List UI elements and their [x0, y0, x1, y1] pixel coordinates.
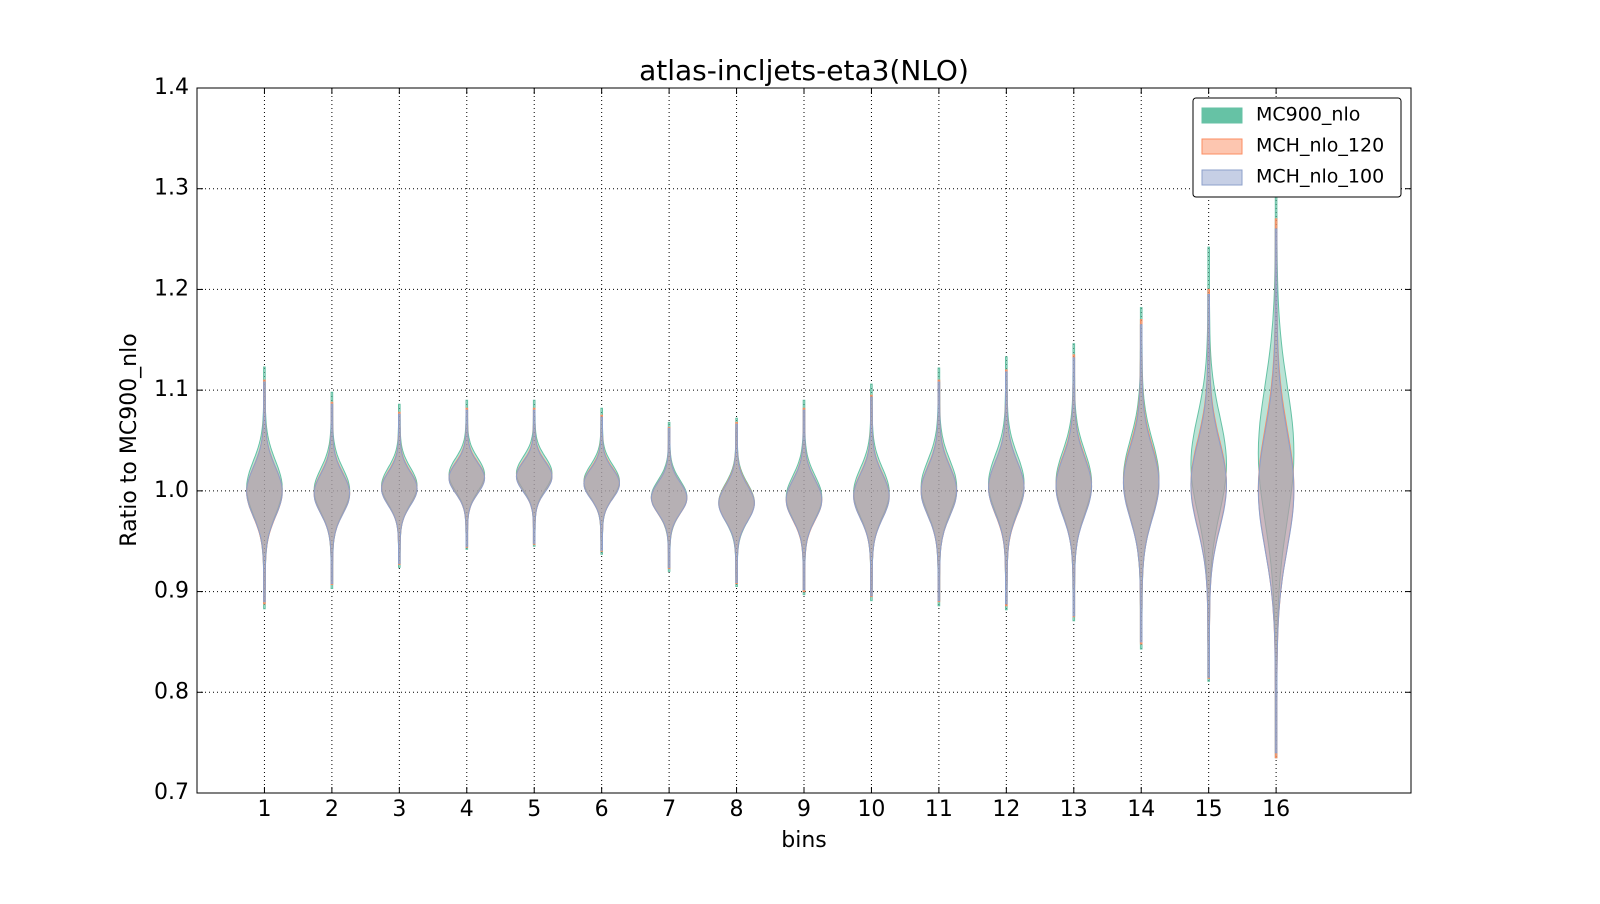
violin [1257, 228, 1295, 754]
y-tick-label: 0.9 [154, 579, 189, 604]
x-tick-label: 7 [662, 797, 676, 822]
chart-title: atlas-incljets-eta3(NLO) [639, 54, 969, 87]
violin [987, 371, 1025, 605]
plot-frame [196, 87, 1412, 794]
violin [1190, 294, 1228, 678]
x-tick-label: 4 [460, 797, 474, 822]
x-tick-label: 14 [1127, 797, 1155, 822]
violin [380, 413, 418, 564]
y-tick-label: 0.8 [154, 679, 189, 704]
y-tick-label: 0.7 [154, 780, 189, 805]
legend-box [1192, 97, 1402, 198]
x-tick-label: 6 [595, 797, 609, 822]
x-tick-label: 9 [797, 797, 811, 822]
violin [515, 409, 553, 544]
x-tick-label: 2 [325, 797, 339, 822]
x-tick-label: 10 [857, 797, 885, 822]
legend-label: MCH_nlo_120 [1256, 135, 1384, 157]
violin [583, 416, 621, 551]
x-tick-label: 16 [1262, 797, 1290, 822]
x-tick-label: 8 [730, 797, 744, 822]
legend-swatch [1201, 107, 1243, 124]
legend-label: MC900_nlo [1256, 104, 1360, 126]
x-tick-label: 13 [1060, 797, 1088, 822]
y-tick-label: 1.3 [154, 176, 189, 201]
legend-label: MCH_nlo_100 [1256, 166, 1384, 188]
violin [246, 381, 283, 603]
violin [1190, 246, 1228, 682]
x-tick-label: 11 [925, 797, 953, 822]
violin [853, 396, 890, 597]
y-axis-label: Ratio to MC900_nlo [117, 333, 142, 546]
violin [1122, 324, 1160, 643]
legend-swatch [1201, 169, 1243, 186]
violin [448, 399, 486, 550]
violin [920, 381, 958, 602]
violin [718, 423, 755, 583]
x-tick-label: 12 [992, 797, 1020, 822]
x-tick-label: 3 [392, 797, 406, 822]
x-tick-label: 1 [257, 797, 271, 822]
violin [785, 409, 823, 591]
x-axis-label: bins [781, 828, 826, 853]
y-tick-label: 1.0 [154, 478, 189, 503]
violin [515, 399, 553, 547]
violin [1055, 357, 1093, 617]
y-tick-label: 1.2 [154, 276, 189, 301]
violin [313, 403, 351, 584]
x-tick-label: 5 [527, 797, 541, 822]
x-tick-label: 15 [1195, 797, 1223, 822]
legend-swatch [1201, 138, 1243, 155]
violin [448, 409, 486, 547]
y-tick-label: 1.4 [154, 75, 189, 100]
violin [650, 427, 688, 568]
y-tick-label: 1.1 [154, 377, 189, 402]
